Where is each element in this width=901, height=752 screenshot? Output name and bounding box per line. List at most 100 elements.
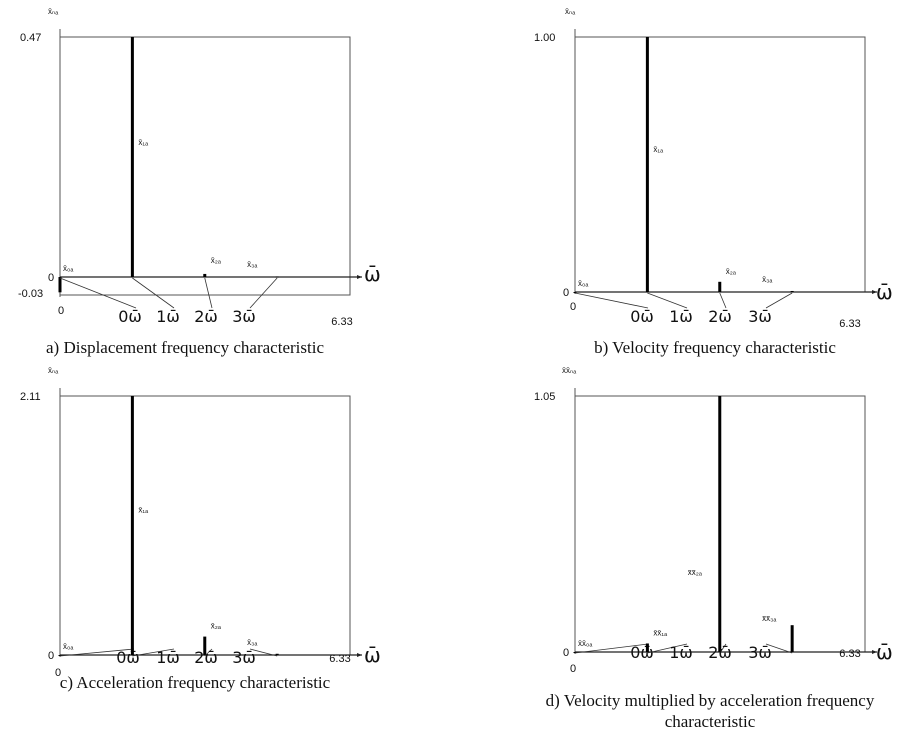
leader-line (204, 277, 213, 309)
bar-1 (130, 37, 134, 277)
bar-1 (645, 37, 649, 292)
plot-frame (59, 36, 351, 296)
y-tick-label: -0.03 (18, 288, 43, 300)
x-tick-label: 6.33 (839, 648, 860, 660)
x-axis-arrowhead (357, 275, 362, 279)
leader-line (574, 643, 649, 654)
freq-label: 2ω̄ (194, 307, 218, 326)
bar-label: x̄₃ₐ (247, 638, 258, 647)
freq-label: 3ω̄ (232, 307, 256, 326)
x-tick-label: 0 (570, 301, 576, 313)
freq-label: 1ω̄ (156, 648, 180, 667)
bar-1 (645, 643, 649, 652)
bar-0 (573, 652, 577, 653)
plot-frame (59, 395, 351, 656)
y-tick-label: 0.47 (20, 32, 41, 44)
freq-label: 3ω̄ (748, 643, 772, 662)
x-tick-label: 6.33 (839, 318, 860, 330)
x-tick-label: 0 (570, 663, 576, 675)
bar-label: x̄₁ₐ (138, 506, 149, 515)
leader-line (249, 277, 278, 309)
bar-0 (573, 292, 577, 293)
bar-2 (203, 636, 207, 655)
caption-a: a) Displacement frequency characteristic (46, 338, 324, 357)
y-axis-label: x̄ₙₐ (48, 7, 59, 16)
bar-label: x̄₂ₐ (211, 622, 222, 631)
leader-line (574, 292, 649, 309)
y-tick-label: 0 (48, 272, 54, 284)
leader-line (132, 648, 175, 657)
bar-0 (58, 655, 62, 656)
bar-3 (790, 625, 794, 652)
leader-line (132, 277, 175, 309)
bar-label: x̄x̄₂ₐ (688, 568, 703, 577)
y-tick-label: 1.00 (534, 32, 555, 44)
bar-label: x̄x̄₀ₐ (578, 639, 593, 648)
caption-d: d) Velocity multiplied by acceleration f… (545, 691, 875, 731)
caption-c: c) Acceleration frequency characteristic (59, 673, 331, 692)
y-tick-label: 0 (48, 650, 54, 662)
leader-line (765, 292, 793, 309)
y-axis-label: x̄x̄ₙₐ (562, 366, 577, 375)
bar-1 (130, 396, 134, 655)
bar-label: x̄₃ₐ (762, 275, 773, 284)
y-tick-label: 1.05 (534, 391, 555, 403)
bar-label: x̄x̄₃ₐ (762, 614, 777, 623)
y-tick-label: 2.11 (20, 391, 41, 403)
bar-2 (718, 396, 722, 652)
bar-label: x̄₁ₐ (653, 145, 664, 154)
bar-label: x̄₃ₐ (247, 260, 258, 269)
leader-line (765, 643, 793, 654)
freq-label: 1ω̄ (669, 307, 693, 326)
bar-2 (718, 281, 722, 292)
freq-label: 3ω̄ (748, 307, 772, 326)
leader-line (59, 648, 135, 657)
panel-d (574, 388, 877, 654)
leader-line (647, 292, 688, 309)
freq-label: 1ω̄ (669, 643, 693, 662)
leader-line (719, 292, 727, 309)
bar-3 (275, 653, 279, 655)
leader-line (647, 643, 688, 654)
y-tick-label: 0 (563, 287, 569, 299)
freq-label: 2ω̄ (194, 648, 218, 667)
freq-label: 2ω̄ (708, 307, 732, 326)
bar-label: x̄₂ₐ (211, 256, 222, 265)
leader-line (204, 648, 213, 657)
y-axis-label: x̄ₙₐ (565, 7, 576, 16)
x-tick-label: 0 (55, 667, 61, 679)
bar-label: x̄₁ₐ (138, 138, 149, 147)
freq-label: 2ω̄ (708, 643, 732, 662)
panel-a (59, 29, 362, 297)
panel-c (59, 388, 362, 657)
x-axis-label: ω̄ (364, 643, 381, 667)
x-axis-label: ω̄ (876, 280, 893, 304)
bar-3 (790, 290, 794, 292)
bar-3 (275, 276, 279, 278)
bar-label: x̄₀ₐ (63, 642, 74, 651)
x-tick-label: 6.33 (329, 653, 350, 665)
bar-0 (58, 277, 62, 293)
bar-2 (203, 273, 207, 277)
freq-label: 0ω̄ (118, 307, 142, 326)
bar-label: x̄₀ₐ (578, 279, 589, 288)
bar-label: x̄x̄₁ₐ (653, 628, 668, 637)
x-axis-label: ω̄ (876, 640, 893, 664)
leader-line (719, 643, 727, 654)
x-axis-arrowhead (872, 290, 877, 294)
x-axis-arrowhead (357, 653, 362, 657)
freq-label: 3ω̄ (232, 648, 256, 667)
caption-b: b) Velocity frequency characteristic (594, 338, 836, 357)
x-tick-label: 0 (58, 305, 64, 317)
plot-frame (574, 36, 866, 293)
freq-label: 1ω̄ (156, 307, 180, 326)
x-axis-arrowhead (872, 650, 877, 654)
x-tick-label: 6.33 (331, 316, 352, 328)
x-axis-label: ω̄ (364, 262, 381, 286)
leader-line (249, 648, 278, 657)
freq-label: 0ω̄ (116, 648, 140, 667)
bar-label: x̄₀ₐ (63, 264, 74, 273)
leader-line (59, 277, 137, 309)
panel-b (574, 29, 877, 294)
